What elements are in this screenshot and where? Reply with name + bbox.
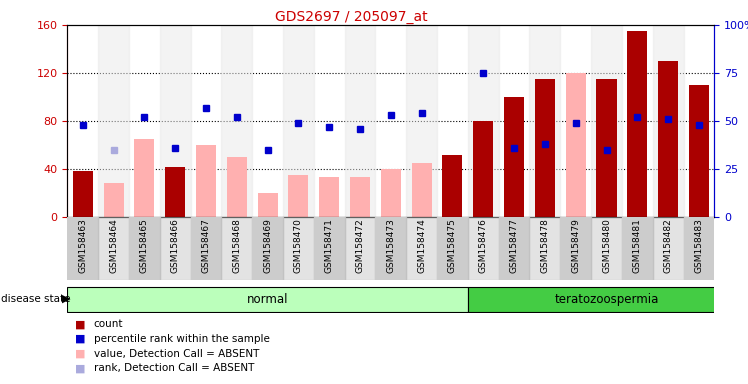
Text: GSM158473: GSM158473 (386, 218, 396, 273)
Text: ■: ■ (75, 334, 85, 344)
Text: value, Detection Call = ABSENT: value, Detection Call = ABSENT (94, 349, 259, 359)
Bar (653, 217, 684, 280)
Bar (530, 25, 560, 217)
Text: GSM158477: GSM158477 (509, 218, 518, 273)
Bar (98, 217, 129, 280)
Bar (628, 31, 647, 217)
Text: GSM158469: GSM158469 (263, 218, 272, 273)
Bar (596, 79, 616, 217)
Bar (653, 25, 684, 217)
Text: GSM158476: GSM158476 (479, 218, 488, 273)
Bar (406, 25, 437, 217)
Text: GSM158464: GSM158464 (109, 218, 118, 273)
Text: ■: ■ (75, 363, 85, 373)
Bar (499, 217, 530, 280)
Text: GSM158475: GSM158475 (448, 218, 457, 273)
Bar (406, 217, 437, 280)
Bar (319, 177, 340, 217)
Bar (221, 25, 252, 217)
Bar (411, 163, 432, 217)
Bar (345, 25, 375, 217)
Text: ■: ■ (75, 349, 85, 359)
Text: GSM158466: GSM158466 (171, 218, 180, 273)
Bar (283, 25, 314, 217)
Text: percentile rank within the sample: percentile rank within the sample (94, 334, 269, 344)
Bar (67, 287, 468, 312)
Text: GDS2697 / 205097_at: GDS2697 / 205097_at (275, 10, 428, 23)
Text: GSM158463: GSM158463 (79, 218, 88, 273)
Bar (381, 169, 401, 217)
Text: normal: normal (247, 293, 288, 306)
Bar (257, 193, 278, 217)
Bar (129, 217, 160, 280)
Bar (437, 217, 468, 280)
Bar (289, 175, 308, 217)
Bar (658, 61, 678, 217)
Bar (468, 25, 499, 217)
Bar (98, 25, 129, 217)
Bar (591, 25, 622, 217)
Bar (73, 171, 93, 217)
Text: GSM158481: GSM158481 (633, 218, 642, 273)
Bar (67, 217, 98, 280)
Text: GSM158483: GSM158483 (694, 218, 703, 273)
Text: ■: ■ (75, 319, 85, 329)
Bar (560, 217, 591, 280)
Bar (283, 217, 314, 280)
Text: GSM158467: GSM158467 (201, 218, 210, 273)
Bar (504, 97, 524, 217)
Bar (689, 85, 709, 217)
Bar (135, 139, 154, 217)
Bar (468, 217, 499, 280)
Bar (684, 217, 714, 280)
Bar (191, 217, 221, 280)
Bar (473, 121, 493, 217)
Bar (252, 217, 283, 280)
Text: GSM158480: GSM158480 (602, 218, 611, 273)
Text: GSM158479: GSM158479 (571, 218, 580, 273)
Bar (350, 177, 370, 217)
Bar (160, 25, 191, 217)
Bar (530, 217, 560, 280)
Text: GSM158471: GSM158471 (325, 218, 334, 273)
Text: disease state: disease state (1, 294, 71, 304)
Bar (622, 217, 653, 280)
Bar (468, 287, 730, 312)
Text: rank, Detection Call = ABSENT: rank, Detection Call = ABSENT (94, 363, 254, 373)
Bar (565, 73, 586, 217)
Bar (221, 217, 252, 280)
Bar (535, 79, 555, 217)
Bar (314, 217, 345, 280)
Text: teratozoospermia: teratozoospermia (554, 293, 659, 306)
Bar (345, 217, 375, 280)
Text: ▶: ▶ (62, 294, 70, 304)
Text: GSM158474: GSM158474 (417, 218, 426, 273)
Text: GSM158472: GSM158472 (355, 218, 364, 273)
Bar (227, 157, 247, 217)
Text: GSM158468: GSM158468 (233, 218, 242, 273)
Text: count: count (94, 319, 123, 329)
Text: GSM158470: GSM158470 (294, 218, 303, 273)
Bar (165, 167, 186, 217)
Bar (103, 184, 123, 217)
Bar (375, 217, 406, 280)
Text: GSM158482: GSM158482 (663, 218, 672, 273)
Text: GSM158465: GSM158465 (140, 218, 149, 273)
Bar (160, 217, 191, 280)
Bar (591, 217, 622, 280)
Text: GSM158478: GSM158478 (540, 218, 549, 273)
Bar (196, 145, 216, 217)
Bar (442, 155, 462, 217)
